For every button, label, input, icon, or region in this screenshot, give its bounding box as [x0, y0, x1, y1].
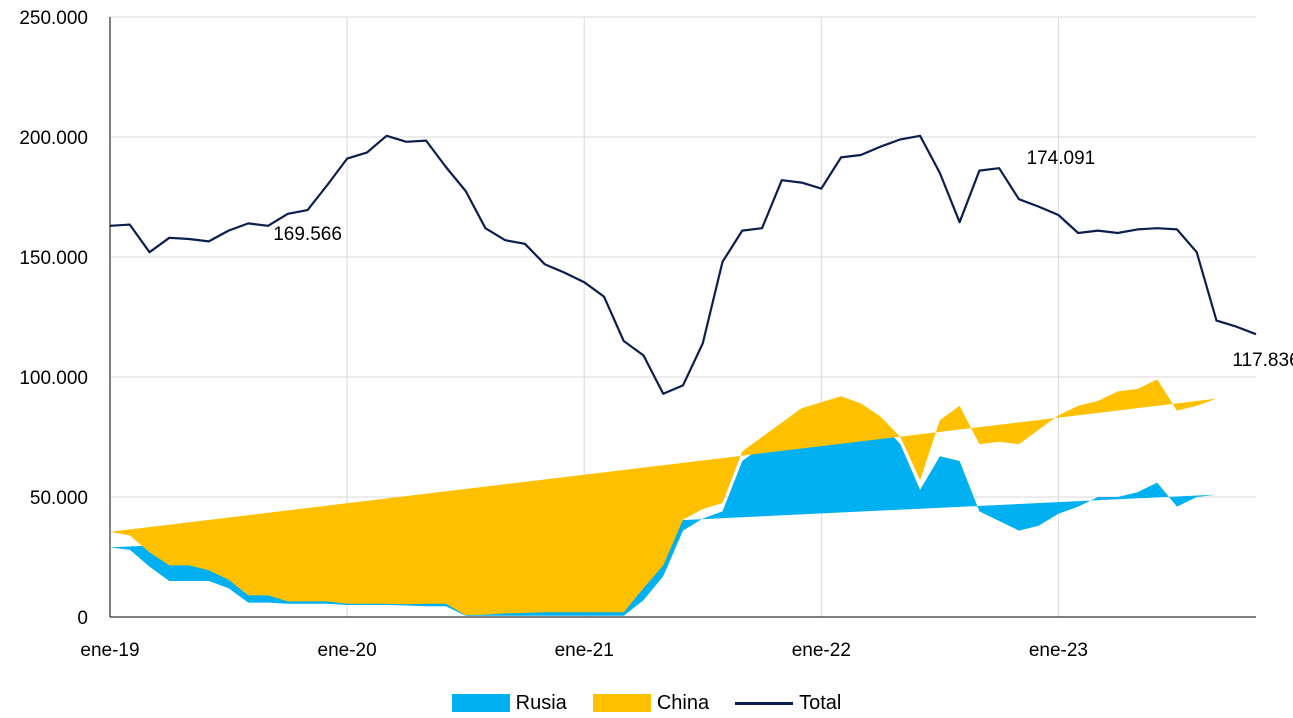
- y-tick-label: 150.000: [19, 248, 88, 269]
- area-series: [110, 379, 1217, 616]
- legend-label-rusia: Rusia: [515, 691, 567, 714]
- y-tick-label: 100.000: [19, 368, 88, 389]
- y-tick-label: 200.000: [19, 128, 88, 149]
- y-tick-labels: 0 50.000 100.000 150.000 200.000 250.000: [19, 8, 88, 629]
- legend-item-rusia: Rusia: [451, 691, 567, 715]
- legend-swatch-total: [735, 701, 794, 705]
- y-tick-label: 0: [77, 608, 88, 629]
- legend-item-china: China: [592, 691, 710, 715]
- data-label: 117.836: [1232, 350, 1293, 371]
- x-tick-label: ene-21: [555, 640, 614, 661]
- y-gridlines: [110, 16, 1256, 498]
- line-series: [109, 134, 1257, 395]
- data-label: 169.566: [273, 224, 342, 245]
- legend-label-total: Total: [799, 691, 842, 714]
- legend: Rusia China Total: [0, 688, 1293, 718]
- x-tick-label: ene-23: [1029, 640, 1088, 661]
- x-tick-label: ene-20: [318, 640, 377, 661]
- x-tick-label: ene-19: [80, 640, 139, 661]
- legend-item-total: Total: [735, 692, 841, 715]
- area-china: [110, 379, 1217, 616]
- data-labels: 169.566 174.091 117.836: [273, 148, 1293, 371]
- line-total: [109, 134, 1257, 395]
- chart-svg: 0 50.000 100.000 150.000 200.000 250.000 ene-…: [19, 8, 1293, 661]
- data-label: 174.091: [1027, 148, 1096, 169]
- x-tick-labels: ene-19 ene-20 ene-21 ene-22 ene-23: [80, 640, 1088, 661]
- x-tick-label: ene-22: [792, 640, 851, 661]
- axes: [109, 17, 1256, 618]
- legend-label-china: China: [656, 691, 710, 714]
- legend-swatch-rusia: [451, 694, 510, 712]
- legend-swatch-china: [592, 694, 651, 712]
- y-tick-label: 250.000: [19, 8, 88, 29]
- y-tick-label: 50.000: [30, 488, 88, 509]
